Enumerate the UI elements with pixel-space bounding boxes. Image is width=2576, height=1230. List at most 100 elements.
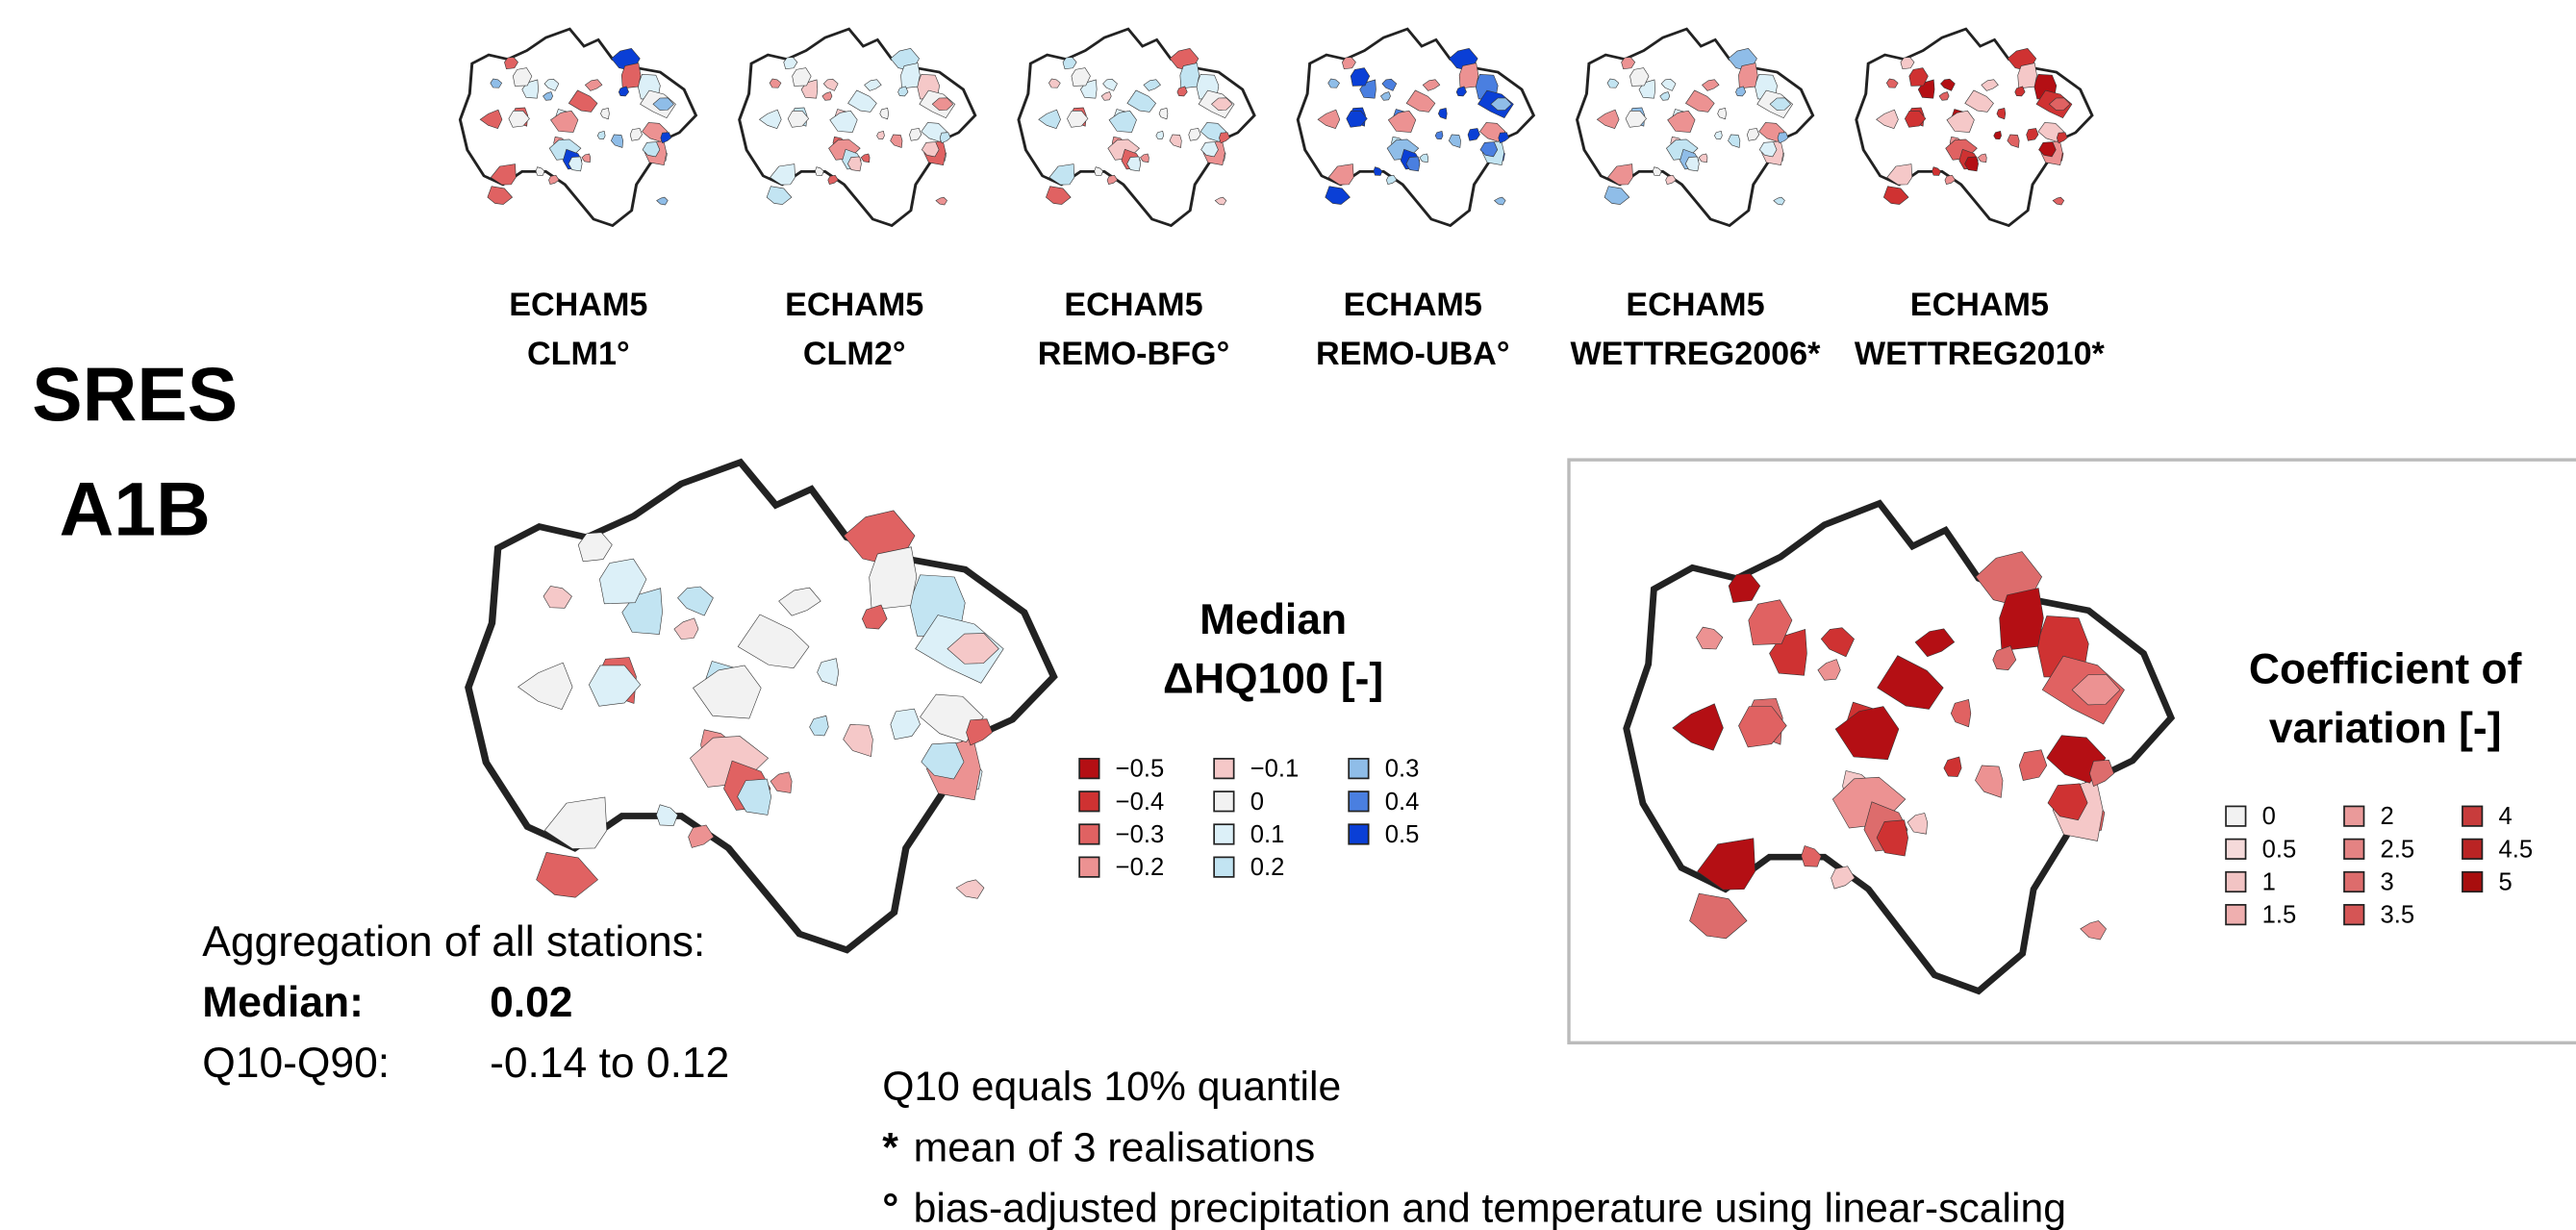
- legend-label: 4.5: [2499, 836, 2534, 863]
- legend-swatch: [1079, 857, 1099, 876]
- legend-swatch: [2226, 872, 2245, 891]
- catchment: [1604, 187, 1629, 205]
- catchment: [621, 63, 641, 88]
- legend-label: 3: [2381, 868, 2394, 895]
- legend-swatch: [2344, 872, 2363, 891]
- legend-label: 0.3: [1385, 756, 1420, 783]
- catchment: [967, 719, 993, 745]
- catchment: [2000, 588, 2044, 650]
- legend-title: Median: [1200, 596, 1347, 643]
- catchment: [1459, 63, 1478, 88]
- catchment: [767, 187, 792, 205]
- aggregation-label: Q10-Q90:: [202, 1040, 390, 1087]
- legend-label: 0.5: [1385, 821, 1420, 848]
- catchment: [537, 852, 598, 897]
- model-label: ECHAM5: [1910, 287, 2049, 323]
- legend-swatch: [2344, 905, 2363, 924]
- legend-label: −0.1: [1250, 756, 1300, 783]
- catchment: [1690, 893, 1747, 939]
- legend-label: 4: [2499, 803, 2513, 830]
- legend-label: −0.5: [1116, 756, 1165, 783]
- catchment: [1326, 187, 1351, 205]
- catchment: [2089, 760, 2113, 786]
- map: [1298, 29, 1533, 225]
- model-label: WETTREG2010*: [1855, 336, 2106, 372]
- map: [460, 29, 695, 225]
- legend-swatch: [1349, 791, 1368, 811]
- catchment: [1774, 197, 1785, 205]
- legend-label: 0.1: [1250, 821, 1285, 848]
- map: [740, 29, 975, 225]
- catchment: [1738, 63, 1757, 88]
- legend-swatch: [2462, 840, 2482, 859]
- map: [1019, 29, 1254, 225]
- aggregation-heading: Aggregation of all stations:: [202, 918, 705, 966]
- scenario: A1B: [60, 467, 211, 552]
- legend-label: 0: [1250, 789, 1264, 816]
- model-label: REMO-BFG°: [1038, 336, 1230, 372]
- legend-label: 1.5: [2262, 902, 2297, 929]
- catchment: [2053, 197, 2064, 205]
- scenario: SRES: [32, 352, 238, 437]
- legend-label: 0.4: [1385, 789, 1420, 816]
- catchment: [936, 197, 947, 205]
- legend-label: 0.2: [1250, 854, 1285, 881]
- legend-label: 1: [2262, 868, 2276, 895]
- legend-swatch: [1079, 824, 1099, 843]
- legend-swatch: [2462, 872, 2482, 891]
- model-label: CLM1°: [527, 336, 630, 372]
- legend-label: 3.5: [2381, 902, 2415, 929]
- legend-label: −0.4: [1116, 789, 1165, 816]
- legend-swatch: [1079, 759, 1099, 778]
- map: [1627, 503, 2171, 991]
- map: [1578, 29, 1813, 225]
- page: {"models": [ {"line1": "ECHAM5", "line2"…: [0, 0, 2576, 1230]
- legend-title: Coefficient of: [2249, 645, 2522, 692]
- model-label: WETTREG2006*: [1571, 336, 1822, 372]
- legend-title: ΔHQ100 [-]: [1163, 656, 1383, 703]
- figure: SRES A1B Aggregation of all stations: Me…: [0, 0, 2576, 1230]
- legend-swatch: [1214, 791, 1233, 811]
- catchment: [1778, 133, 1788, 143]
- catchment: [1219, 133, 1229, 143]
- model-label: REMO-UBA°: [1316, 336, 1509, 372]
- catchment: [1046, 187, 1071, 205]
- catchment: [2057, 133, 2067, 143]
- catchment: [661, 133, 671, 143]
- legend-swatch: [1214, 857, 1233, 876]
- catchment: [2018, 63, 2037, 88]
- aggregation-value: -0.14 to 0.12: [490, 1040, 729, 1087]
- legend-swatch: [1214, 759, 1233, 778]
- catchment: [488, 187, 513, 205]
- legend-swatch: [1349, 759, 1368, 778]
- note: mean of 3 realisations: [914, 1124, 1316, 1170]
- note: bias-adjusted precipitation and temperat…: [914, 1185, 2066, 1230]
- catchment: [1215, 197, 1226, 205]
- catchment: [901, 63, 921, 88]
- legend-swatch: [2226, 905, 2245, 924]
- model-label: CLM2°: [803, 336, 906, 372]
- legend-label: 2.5: [2381, 836, 2415, 863]
- maps: [460, 29, 2171, 991]
- legend-label: 0: [2262, 803, 2276, 830]
- catchment: [1499, 133, 1509, 143]
- legend-swatch: [1214, 824, 1233, 843]
- catchment: [1180, 63, 1200, 88]
- legend-swatch: [1349, 824, 1368, 843]
- note: Q10 equals 10% quantile: [882, 1064, 1341, 1110]
- map: [1856, 29, 2092, 225]
- aggregation-value: 0.02: [490, 979, 572, 1026]
- model-label: ECHAM5: [1344, 287, 1482, 323]
- legend-swatch: [2226, 840, 2245, 859]
- legend-label: 0.5: [2262, 836, 2297, 863]
- legend-swatch: [1079, 791, 1099, 811]
- model-label: ECHAM5: [509, 287, 647, 323]
- legend-label: −0.2: [1116, 854, 1165, 881]
- legend-label: −0.3: [1116, 821, 1165, 848]
- model-label: ECHAM5: [785, 287, 923, 323]
- note-marker: *: [882, 1124, 898, 1170]
- catchment: [1883, 187, 1908, 205]
- legend-swatch: [2462, 806, 2482, 825]
- model-label: ECHAM5: [1626, 287, 1764, 323]
- catchment: [940, 133, 950, 143]
